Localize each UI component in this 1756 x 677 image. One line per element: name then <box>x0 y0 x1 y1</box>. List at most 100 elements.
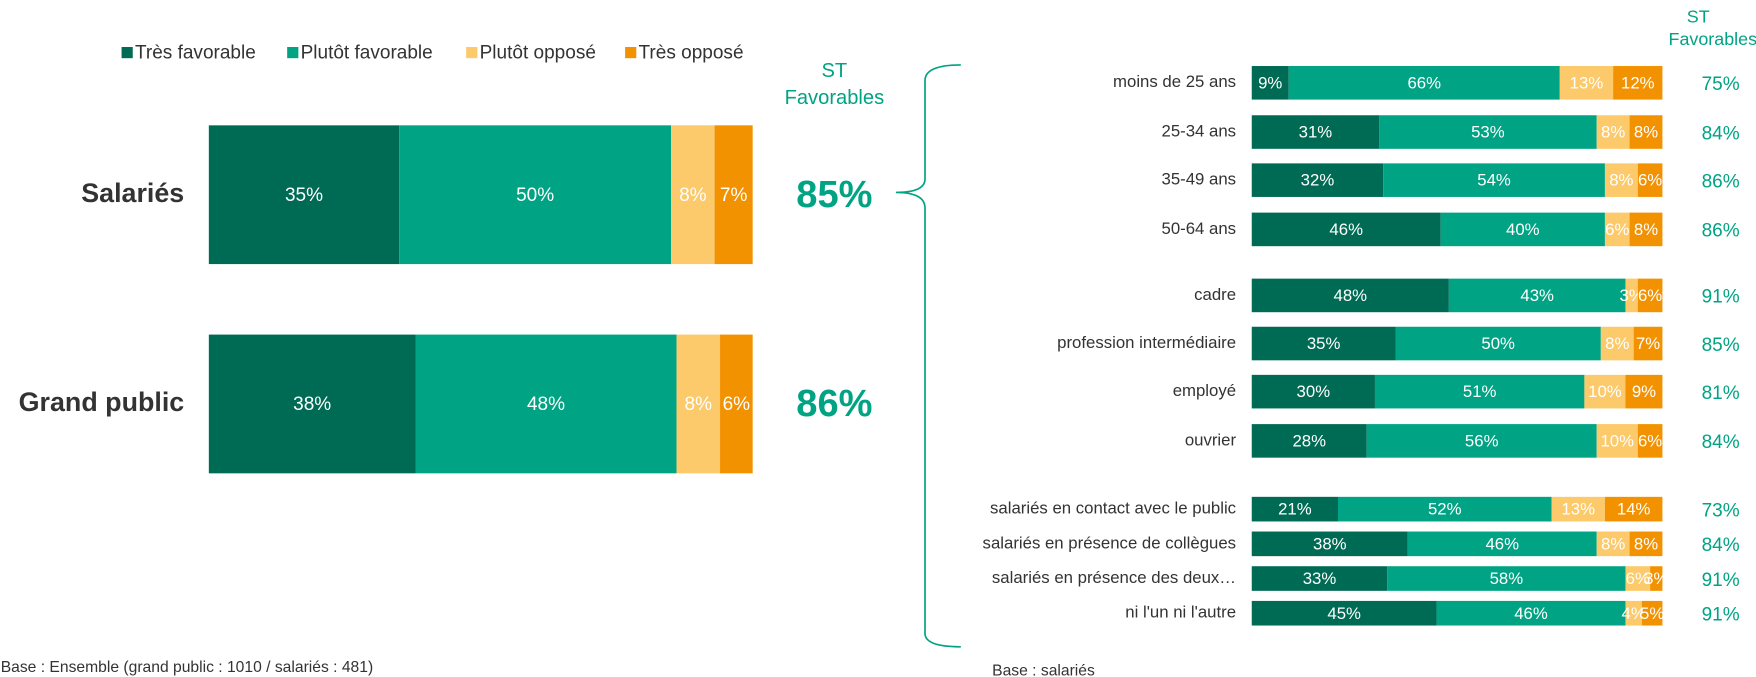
bar-segment <box>1613 66 1663 100</box>
legend-label: Plutôt favorable <box>301 43 433 64</box>
value-label: 38% <box>1313 534 1347 553</box>
legend-label: Plutôt opposé <box>480 43 596 64</box>
bar-segment <box>1251 115 1380 149</box>
value-label: 6% <box>1638 171 1662 190</box>
value-label: 35% <box>285 185 323 206</box>
value-label: 46% <box>1329 220 1363 239</box>
bar-segment <box>1625 278 1638 313</box>
category-label: salariés en présence des deux… <box>992 568 1236 587</box>
bar-segment <box>1251 374 1375 409</box>
value-label: 21% <box>1278 500 1312 519</box>
value-label: 45% <box>1327 604 1361 623</box>
value-label: 52% <box>1428 500 1462 519</box>
category-label: Grand public <box>19 387 185 417</box>
value-label: 12% <box>1621 73 1655 92</box>
totals-title: ST <box>821 60 847 82</box>
value-label: 50% <box>516 185 554 206</box>
category-label: ni l'un ni l'autre <box>1125 603 1236 622</box>
total-label: 84% <box>1702 535 1740 556</box>
footnote: Base : Ensemble (grand public : 1010 / s… <box>1 659 373 676</box>
total-label: 84% <box>1702 432 1740 453</box>
value-label: 40% <box>1506 220 1540 239</box>
bar-segment <box>1551 496 1605 522</box>
bar-segment <box>1629 115 1663 149</box>
bar-segment <box>1337 496 1552 522</box>
category-label: salariés en contact avec le public <box>990 499 1236 518</box>
value-label: 6% <box>723 394 751 415</box>
total-label: 85% <box>1702 335 1740 356</box>
bar-segment <box>1625 566 1651 591</box>
bar-segment <box>1629 212 1663 247</box>
total-label: 75% <box>1702 74 1740 95</box>
value-label: 4% <box>1622 604 1646 623</box>
value-label: 48% <box>527 394 565 415</box>
value-label: 6% <box>1638 286 1662 305</box>
value-label: 30% <box>1297 382 1331 401</box>
bar-segment <box>1448 278 1626 313</box>
bar-segment <box>714 125 753 265</box>
bar-segment <box>1559 66 1614 100</box>
total-label: 84% <box>1702 123 1740 144</box>
value-label: 32% <box>1301 171 1335 190</box>
bar-segment <box>1604 212 1630 247</box>
bar-segment <box>1251 326 1396 361</box>
legend-swatch <box>466 46 478 59</box>
legend-swatch <box>625 46 637 59</box>
value-label: 66% <box>1407 73 1441 92</box>
bar-segment <box>1637 278 1663 313</box>
bar-segment <box>1407 531 1597 557</box>
value-label: 46% <box>1514 604 1548 623</box>
value-label: 14% <box>1617 500 1651 519</box>
total-label: 86% <box>796 383 872 425</box>
value-label: 51% <box>1463 382 1497 401</box>
bar-segment <box>1641 600 1663 626</box>
category-label: profession intermédiaire <box>1057 333 1236 352</box>
category-label: Salariés <box>81 178 184 208</box>
bar-segment <box>1625 374 1663 409</box>
bar-segment <box>1584 374 1626 409</box>
value-label: 10% <box>1600 431 1634 450</box>
bar-segment <box>1379 115 1597 149</box>
value-label: 8% <box>1634 123 1658 142</box>
totals-title: Favorables <box>1669 29 1756 49</box>
footnote: Base : salariés <box>992 663 1095 677</box>
category-label: ouvrier <box>1185 430 1237 449</box>
value-label: 5% <box>1640 604 1664 623</box>
bar-segment <box>1251 212 1441 247</box>
bar-segment <box>1387 566 1626 591</box>
legend-swatch <box>287 46 299 59</box>
category-label: 50-64 ans <box>1162 219 1237 238</box>
bar-segment <box>1637 424 1663 458</box>
bar-segment <box>1251 531 1408 557</box>
bar-segment <box>1596 531 1630 557</box>
bar-segment <box>1629 531 1663 557</box>
value-label: 6% <box>1626 569 1650 588</box>
bar-segment <box>1251 496 1338 522</box>
bar-segment <box>415 334 677 474</box>
value-label: 9% <box>1632 382 1656 401</box>
bar-segment <box>1625 600 1642 626</box>
bar-segment <box>1395 326 1601 361</box>
value-label: 7% <box>720 185 748 206</box>
bar-segment <box>1366 424 1597 458</box>
legend-label: Très opposé <box>639 43 744 64</box>
value-label: 38% <box>293 394 331 415</box>
value-label: 9% <box>1258 73 1282 92</box>
total-label: 86% <box>1702 171 1740 192</box>
value-label: 33% <box>1303 569 1337 588</box>
bar-segment <box>1633 326 1663 361</box>
value-label: 3% <box>1620 286 1644 305</box>
bar-segment <box>1604 496 1663 522</box>
bar-segment <box>1604 163 1638 197</box>
value-label: 58% <box>1490 569 1524 588</box>
category-label: salariés en présence de collègues <box>983 533 1237 552</box>
bar-segment <box>1374 374 1585 409</box>
total-label: 91% <box>1702 287 1740 308</box>
value-label: 8% <box>1634 220 1658 239</box>
category-label: moins de 25 ans <box>1113 72 1236 91</box>
bar-segment <box>1600 326 1634 361</box>
value-label: 53% <box>1471 123 1505 142</box>
value-label: 56% <box>1465 431 1499 450</box>
bar-segment <box>1596 115 1630 149</box>
bar-segment <box>399 125 672 265</box>
